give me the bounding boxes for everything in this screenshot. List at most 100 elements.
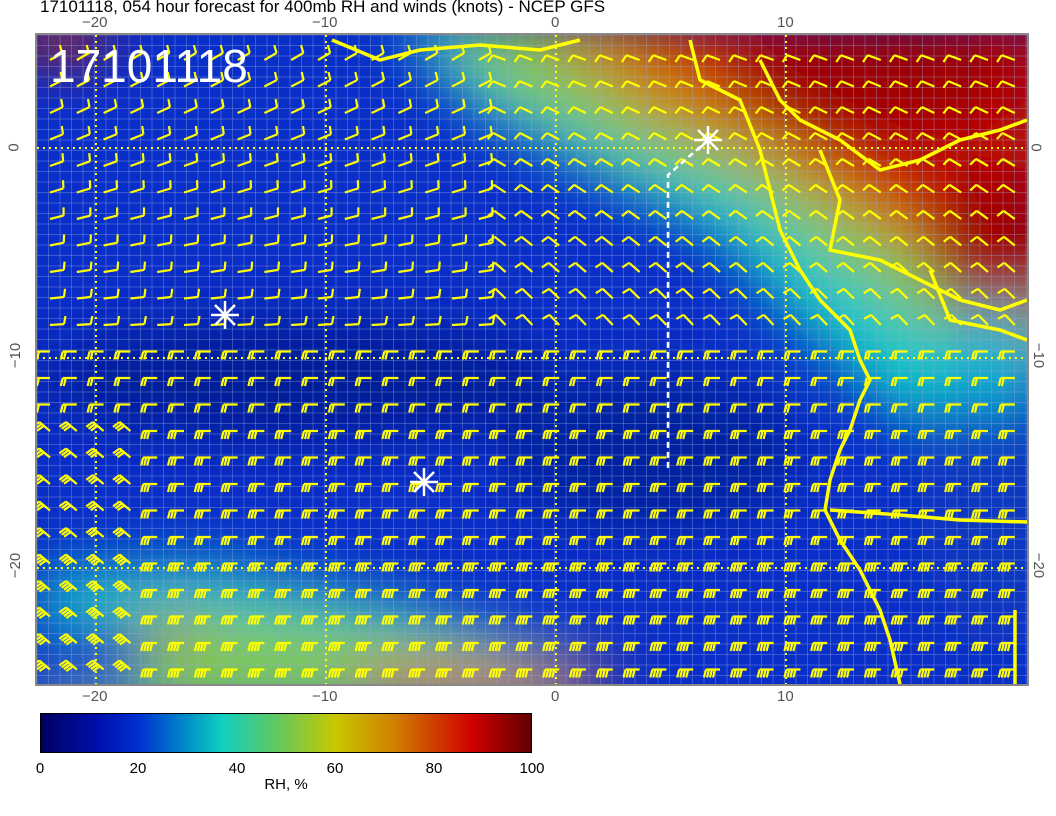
wind-barb [317,261,334,274]
wind-barb [486,106,507,115]
wind-barb [675,287,694,300]
wind-barb [996,261,1016,273]
wind-barb [567,183,587,194]
wind-barb [487,261,507,273]
wind-barb [648,261,668,273]
wind-barb [728,131,748,141]
wind-barb [702,482,720,493]
wind-barb [729,429,747,440]
wind-barb [808,209,828,220]
wind-barb [397,125,413,141]
wind-barb [451,153,467,168]
wind-barb [264,207,280,221]
wind-barb [835,157,855,167]
wind-barb [622,641,640,652]
date-stamp: 17101118 [50,40,248,92]
wind-barb [969,209,989,220]
wind-barb [810,376,828,387]
wind-barb [354,456,372,466]
wind-barb [542,482,560,493]
wind-barb [166,482,184,493]
wind-barb [327,588,345,599]
wind-barb [451,125,467,141]
wind-barb [381,403,399,413]
wind-barb [622,350,640,360]
wind-barb [970,509,988,519]
wind-barb [810,403,828,413]
wind-barb [756,376,774,387]
wind-barb [836,482,854,493]
wind-barb [130,261,147,274]
wind-barb [263,98,279,114]
wind-barb [649,350,667,360]
wind-barb [247,350,265,360]
wind-barb [166,509,184,519]
wind-barb [997,562,1015,572]
wind-barb [810,429,828,440]
wind-barb [220,615,238,625]
wind-barb [237,125,252,141]
wind-barb [622,509,640,519]
wind-barb [997,403,1015,413]
wind-barb [398,207,414,221]
wind-barb [344,315,362,327]
wind-barb [675,235,694,247]
wind-barb [970,261,989,273]
wind-barb [37,527,51,538]
wind-barb [810,641,828,652]
colorbar [40,713,532,753]
storm-markers [211,126,722,496]
wind-barb [300,350,318,360]
wind-barb [729,562,747,572]
wind-barb [997,350,1015,360]
wind-barb [247,535,265,546]
wind-barb [621,183,641,194]
wind-barb [425,261,441,274]
wind-barb [59,376,77,387]
wind-barb [594,80,614,89]
wind-barb [568,313,587,326]
wind-barb [755,209,775,220]
wind-barb [290,234,307,247]
wind-barb [183,153,199,168]
wind-barb [942,131,962,141]
wind-barb [274,456,292,466]
wind-barb [567,131,587,141]
wind-barb [193,615,211,625]
wind-barb [888,80,909,89]
lon-tick-top: 0 [551,14,560,31]
wind-barb [166,562,184,572]
wind-barb [542,350,560,360]
wind-barb [783,456,801,466]
wind-barb [917,313,936,326]
wind-barb [542,535,560,546]
wind-barb [540,54,560,63]
wind-barb [756,482,774,493]
wind-barb [478,71,493,88]
wind-barb [300,562,318,572]
wind-barb [890,588,908,599]
wind-barb [863,668,881,678]
wind-barb [944,350,962,360]
wind-barb [381,562,399,572]
wind-barb [863,562,881,572]
wind-barb [944,403,962,413]
wind-barb [183,234,200,247]
wind-barb [756,535,774,546]
colorbar-label: 60 [326,760,344,777]
wind-barb [140,403,158,413]
wind-barb [300,376,318,387]
wind-barb [756,456,774,466]
map-frame [35,33,1029,686]
wind-barb [917,588,935,599]
wind-barb [595,535,613,546]
wind-barb [193,668,211,678]
wind-barb [783,376,801,387]
wind-barb [595,509,613,519]
rh-wind-map: 17101118 [35,33,1029,686]
wind-barb [103,207,119,221]
wind-barb [836,287,855,300]
wind-barb [327,668,345,678]
wind-barb [674,131,694,141]
wind-barb [113,376,131,387]
